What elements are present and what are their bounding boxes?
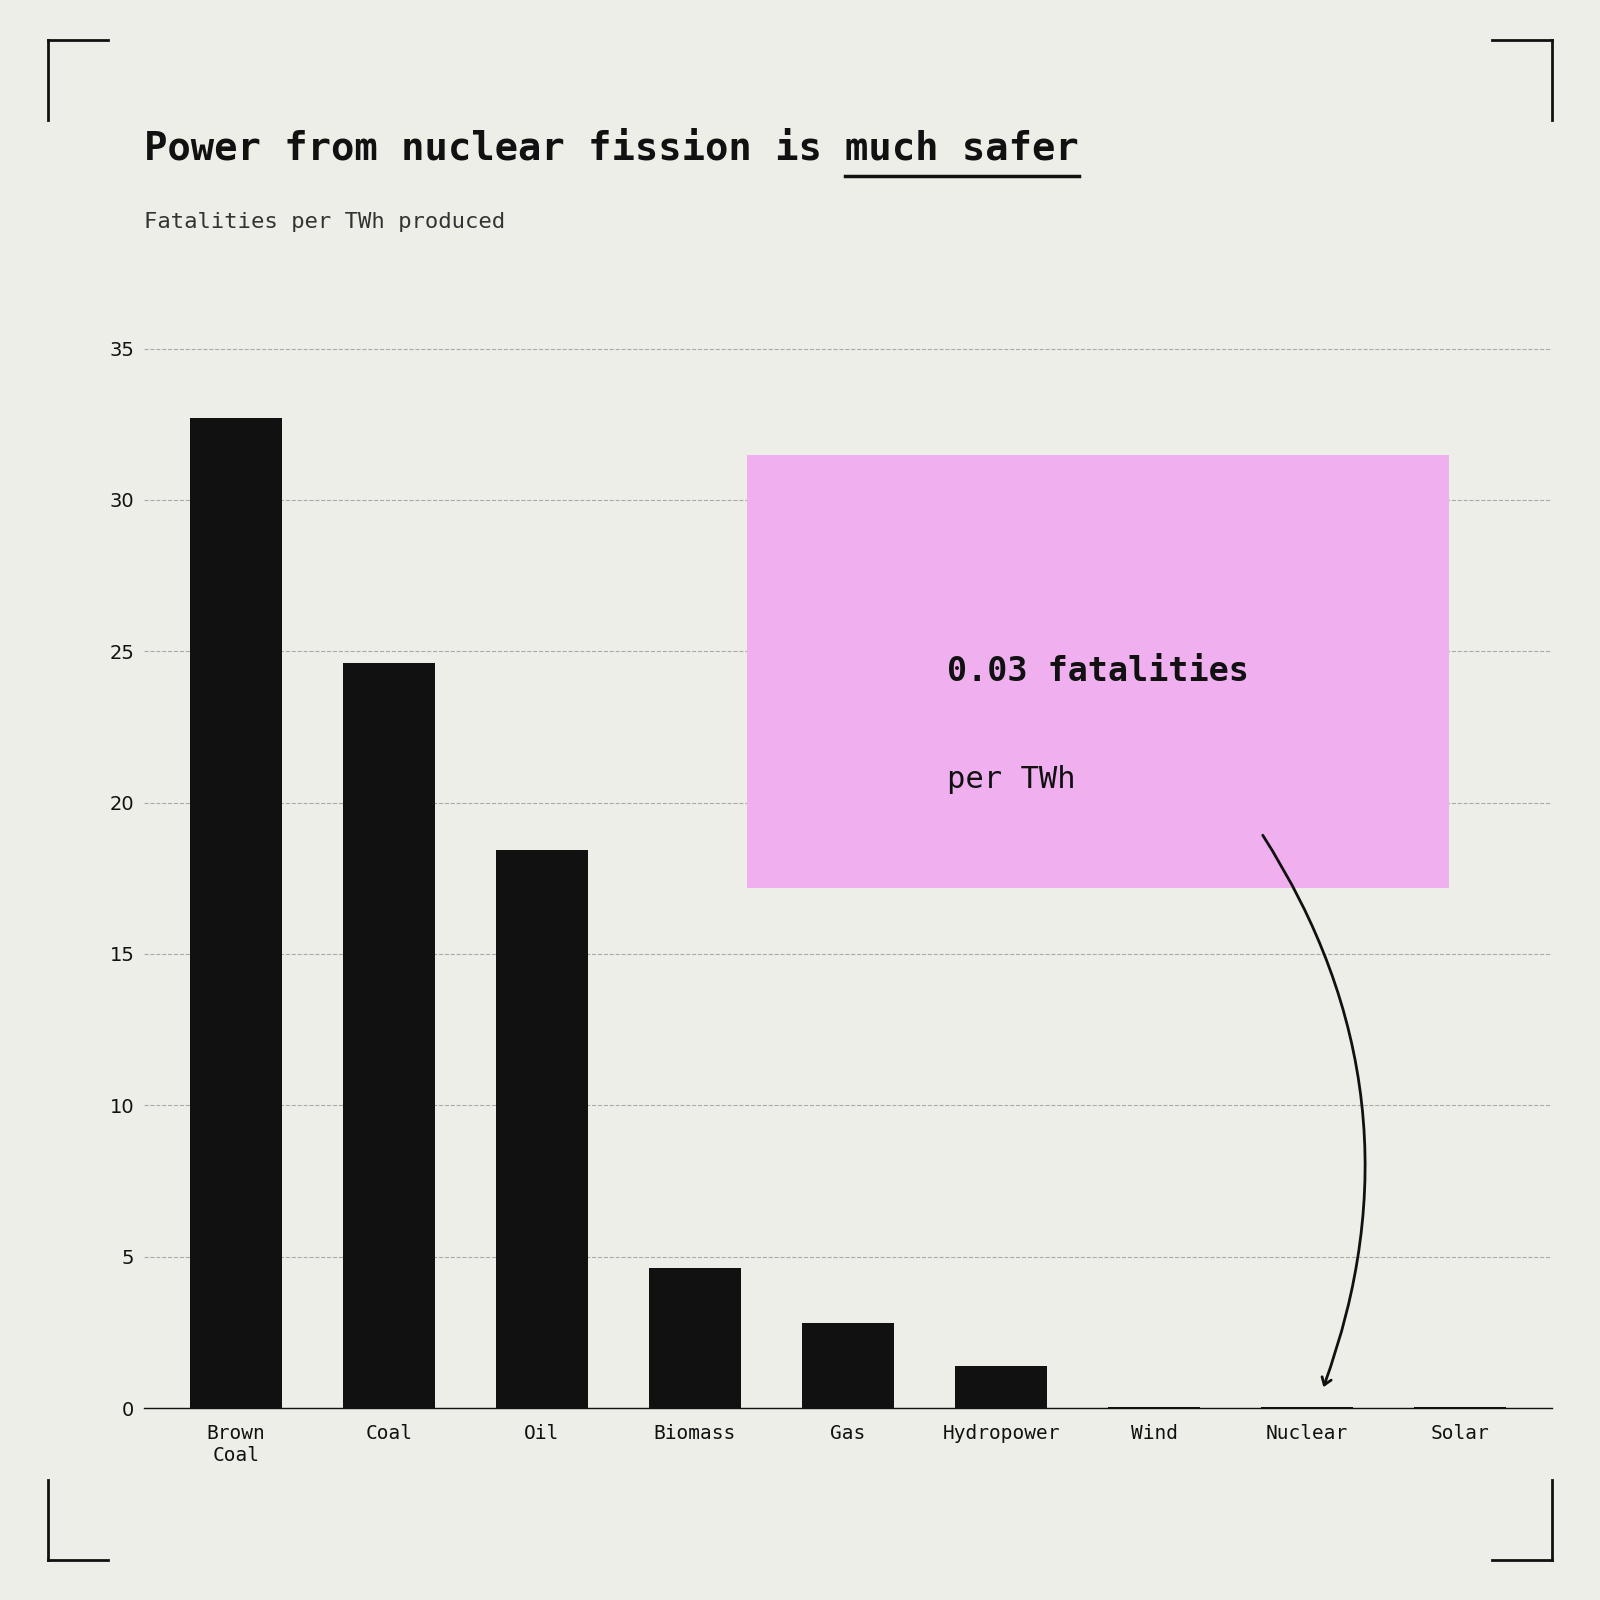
Text: Power from nuclear fission is: Power from nuclear fission is [144,130,845,168]
Bar [496,850,587,1408]
Bar [342,662,435,1408]
Text: per TWh: per TWh [947,765,1077,794]
Text: 0.03 fatalities: 0.03 fatalities [947,654,1250,688]
Bar [650,1267,741,1408]
Text: much safer: much safer [845,130,1078,168]
Bar [190,418,282,1408]
Bar [802,1323,894,1408]
Bar [955,1366,1046,1408]
Text: Fatalities per TWh produced: Fatalities per TWh produced [144,211,506,232]
Text: Nuclear has only: Nuclear has only [947,547,1242,576]
